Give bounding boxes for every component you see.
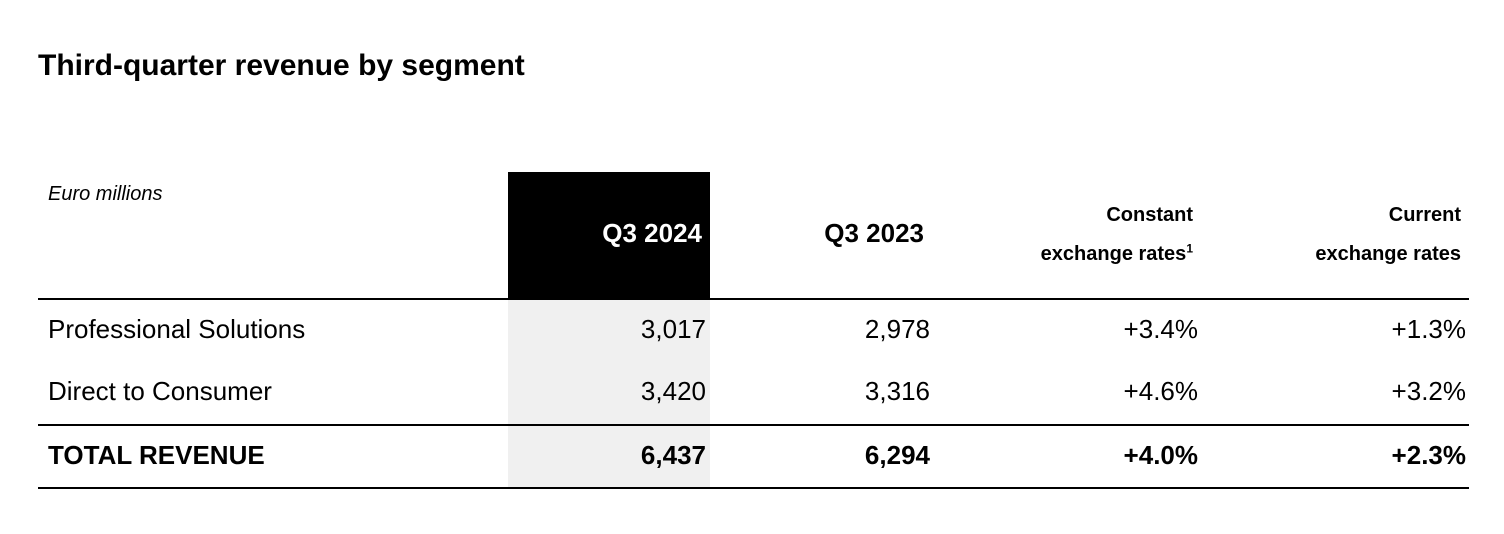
header-current-line1: Current bbox=[1388, 204, 1461, 226]
footnote-marker: 1 bbox=[1186, 241, 1193, 256]
header-current-exchange-rates: Current exchange rates bbox=[1230, 196, 1461, 274]
header-current-line2: exchange rates bbox=[1315, 243, 1461, 265]
total-constant-rates: +4.0% bbox=[1123, 440, 1198, 470]
cell-current-rates: +3.2% bbox=[1391, 376, 1466, 406]
table-rule-bottom bbox=[38, 487, 1469, 489]
header-q3-2023: Q3 2023 bbox=[824, 218, 924, 248]
total-q3-2023: 6,294 bbox=[864, 440, 930, 470]
table-row: Direct to Consumer 3,420 3,316 +4.6% +3.… bbox=[0, 371, 1504, 411]
total-q3-2024: 6,437 bbox=[640, 440, 706, 470]
row-label: Direct to Consumer bbox=[48, 376, 272, 406]
total-current-rates: +2.3% bbox=[1391, 440, 1466, 470]
header-constant-line2-wrap: exchange rates1 bbox=[960, 235, 1193, 274]
cell-constant-rates: +4.6% bbox=[1123, 376, 1198, 406]
cell-q3-2024: 3,017 bbox=[640, 314, 706, 344]
table-rule-top bbox=[38, 298, 1469, 300]
cell-constant-rates: +3.4% bbox=[1123, 314, 1198, 344]
unit-label: Euro millions bbox=[48, 183, 163, 205]
table-rule-total bbox=[38, 424, 1469, 426]
header-constant-exchange-rates: Constant exchange rates1 bbox=[960, 196, 1193, 274]
cell-q3-2023: 3,316 bbox=[864, 376, 930, 406]
total-label: TOTAL REVENUE bbox=[48, 440, 265, 470]
header-constant-line2: exchange rates bbox=[1040, 243, 1187, 265]
header-constant-line1: Constant bbox=[1106, 204, 1193, 226]
highlight-header-background bbox=[508, 172, 710, 299]
highlight-column-background bbox=[508, 299, 710, 489]
row-label: Professional Solutions bbox=[48, 314, 306, 344]
cell-current-rates: +1.3% bbox=[1391, 314, 1466, 344]
cell-q3-2024: 3,420 bbox=[640, 376, 706, 406]
header-q3-2024: Q3 2024 bbox=[602, 218, 702, 248]
cell-q3-2023: 2,978 bbox=[864, 314, 930, 344]
table-row: Professional Solutions 3,017 2,978 +3.4%… bbox=[0, 309, 1504, 349]
page-title: Third-quarter revenue by segment bbox=[38, 49, 525, 82]
table-row-total: TOTAL REVENUE 6,437 6,294 +4.0% +2.3% bbox=[0, 435, 1504, 475]
